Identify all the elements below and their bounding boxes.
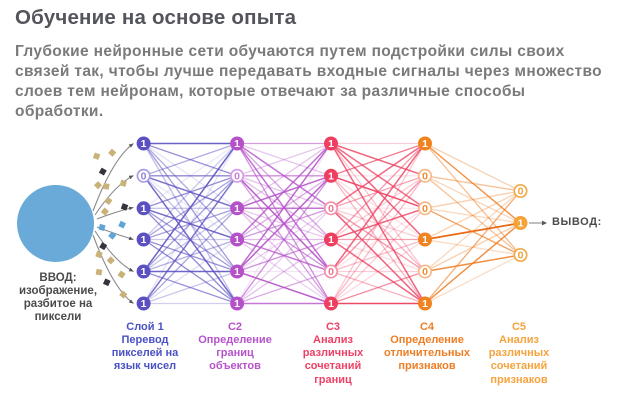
svg-text:1: 1 — [234, 138, 240, 150]
svg-text:0: 0 — [328, 266, 334, 278]
svg-text:1: 1 — [141, 203, 147, 215]
svg-text:0: 0 — [518, 250, 524, 262]
svg-text:1: 1 — [328, 298, 334, 310]
svg-text:0: 0 — [422, 203, 428, 215]
svg-text:0: 0 — [141, 170, 147, 182]
svg-text:1: 1 — [328, 138, 334, 150]
svg-text:0: 0 — [422, 266, 428, 278]
svg-text:1: 1 — [234, 298, 240, 310]
svg-text:1: 1 — [234, 234, 240, 246]
svg-text:1: 1 — [141, 266, 147, 278]
svg-text:1: 1 — [328, 170, 334, 182]
svg-text:1: 1 — [141, 138, 147, 150]
svg-text:1: 1 — [518, 218, 524, 230]
svg-text:0: 0 — [234, 170, 240, 182]
svg-text:1: 1 — [422, 234, 428, 246]
svg-text:1: 1 — [422, 298, 428, 310]
svg-text:0: 0 — [518, 186, 524, 198]
svg-text:1: 1 — [141, 234, 147, 246]
svg-text:1: 1 — [328, 234, 334, 246]
svg-text:1: 1 — [422, 138, 428, 150]
svg-text:0: 0 — [328, 203, 334, 215]
svg-text:1: 1 — [141, 298, 147, 310]
svg-text:1: 1 — [234, 203, 240, 215]
svg-text:0: 0 — [422, 170, 428, 182]
svg-text:1: 1 — [234, 266, 240, 278]
